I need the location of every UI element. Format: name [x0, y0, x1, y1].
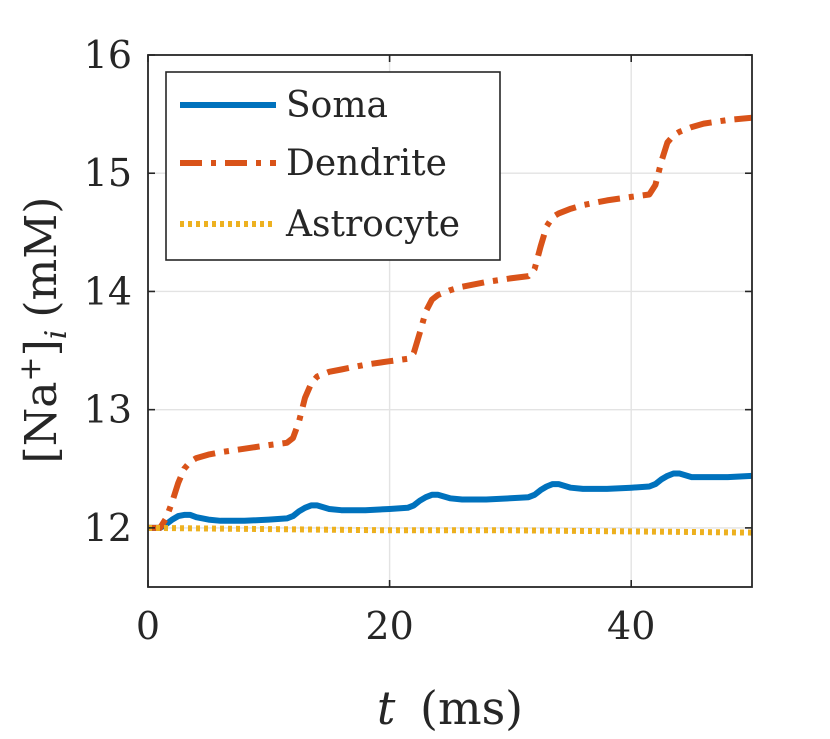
x-axis-unit: (ms)	[420, 681, 523, 735]
x-tick-label: 20	[365, 604, 413, 648]
y-tick-label: 12	[84, 506, 132, 550]
y-axis-unit: (mM)	[16, 197, 67, 318]
axis-ticks: 0 20 40 12 13 14 15 16	[84, 33, 752, 648]
y-axis-species: [Na	[16, 382, 67, 464]
legend-entry-astrocyte: Astrocyte	[180, 204, 460, 245]
legend: Soma Dendrite Astrocyte	[165, 71, 501, 261]
legend-label-soma: Soma	[286, 85, 388, 126]
y-tick-label: 15	[84, 151, 132, 195]
y-axis-label: [Na+]i (mM)	[13, 197, 74, 464]
y-tick-label: 14	[84, 269, 132, 313]
x-tick-label: 0	[136, 604, 160, 648]
series-line-astrocyte	[148, 524, 752, 536]
y-axis-charge: +	[13, 356, 48, 381]
y-tick-label: 16	[84, 33, 132, 77]
y-axis-subscript: i	[39, 330, 74, 340]
legend-entry-soma: Soma	[180, 85, 388, 126]
y-tick-label: 13	[84, 388, 132, 432]
series-line-soma	[148, 470, 752, 531]
x-axis-label: t (ms)	[377, 681, 523, 735]
axes-box	[147, 54, 753, 588]
legend-label-astrocyte: Astrocyte	[285, 204, 460, 245]
y-axis-bracket: ]	[16, 339, 67, 356]
x-axis-variable: t	[377, 681, 396, 735]
series-lines	[148, 114, 752, 536]
legend-entry-dendrite: Dendrite	[180, 143, 447, 184]
legend-label-dendrite: Dendrite	[286, 143, 447, 184]
series-line-dendrite	[148, 114, 752, 531]
x-tick-label: 40	[607, 604, 655, 648]
